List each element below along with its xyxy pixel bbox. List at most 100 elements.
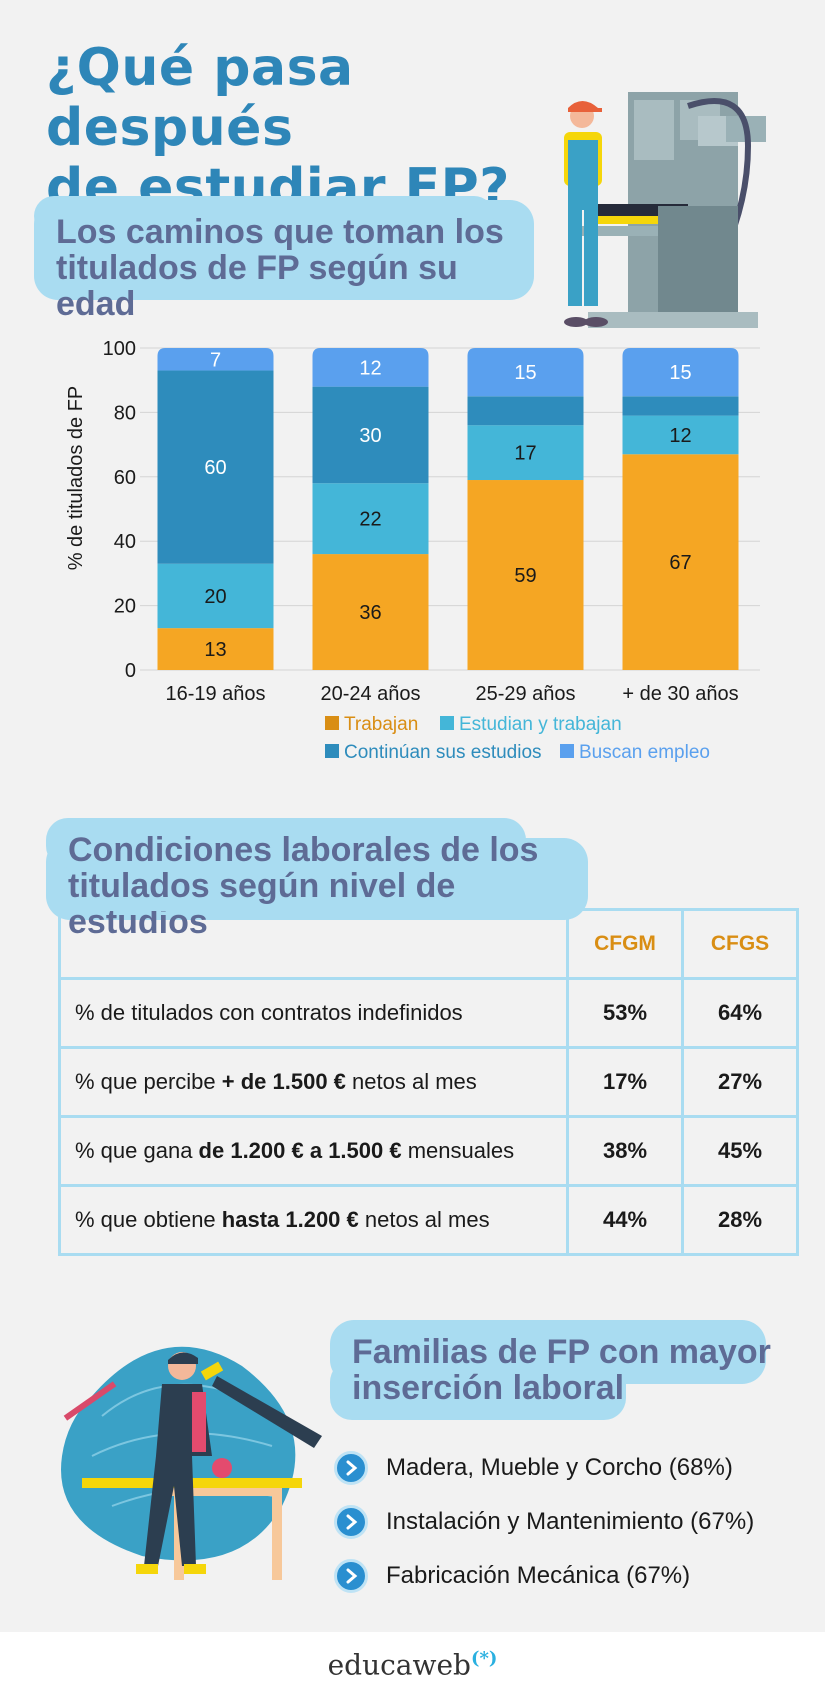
row-label: % que gana de 1.200 € a 1.500 € mensuale…	[58, 1115, 569, 1187]
row-label-suffix: netos al mes	[358, 1207, 490, 1232]
chevron-right-icon	[334, 1505, 368, 1539]
x-tick-label: 25-29 años	[475, 683, 575, 705]
brand-mark: (*)	[470, 1648, 498, 1669]
bar-labels: 13 20 60 7 36 22 30 12 59 17 15 67 12 15	[204, 349, 691, 661]
section1-title-line-1: Los caminos que toman los	[56, 213, 504, 251]
list-item-label: Madera, Mueble y Corcho (68%)	[386, 1454, 733, 1481]
bars	[157, 348, 739, 670]
col-header-cfgm: CFGM	[566, 908, 684, 980]
row-label-suffix: mensuales	[401, 1138, 515, 1163]
brand-logo[interactable]: educaweb(*)	[0, 1648, 825, 1681]
data-label: 60	[204, 457, 226, 479]
list-item: Instalación y Mantenimiento (67%)	[334, 1502, 754, 1542]
y-tick-label: 20	[114, 596, 136, 618]
list-item-label: Instalación y Mantenimiento (67%)	[386, 1508, 755, 1535]
data-label: 15	[514, 362, 536, 384]
legend-swatch	[560, 744, 574, 758]
bar-segment	[467, 348, 584, 397]
cfgs-value: 27%	[681, 1046, 799, 1118]
bar-segment	[157, 563, 274, 629]
cfgs-value: 28%	[681, 1184, 799, 1256]
bar-segment	[157, 370, 274, 564]
row-label-suffix: netos al mes	[345, 1069, 477, 1094]
bar-segment	[467, 396, 584, 426]
section3-title: Familias de FP con mayor inserción labor…	[352, 1334, 772, 1406]
legend: Trabajan Estudian y trabajan Continúan sus…	[325, 714, 710, 763]
data-label: 13	[204, 639, 226, 661]
bar-segment	[467, 425, 584, 481]
bar-segment	[157, 628, 274, 670]
list-item-label: Fabricación Mecánica (67%)	[386, 1562, 691, 1589]
legend-swatch	[325, 716, 339, 730]
data-label: 20	[204, 586, 226, 608]
data-label: 7	[210, 349, 221, 371]
list-item: Madera, Mueble y Corcho (68%)	[334, 1448, 733, 1488]
bar-segment	[622, 348, 739, 397]
y-tick-label: 40	[114, 531, 136, 553]
table-row: % que percibe + de 1.500 € netos al mes …	[58, 1046, 799, 1118]
cfgm-value: 38%	[566, 1115, 684, 1187]
cfgm-value: 53%	[566, 977, 684, 1049]
section3-title-line-1: Familias de FP con mayor	[352, 1333, 771, 1371]
row-label-text: % que percibe	[75, 1069, 222, 1094]
bar-segment	[312, 348, 429, 387]
y-tick-label: 60	[114, 467, 136, 489]
data-label: 12	[359, 357, 381, 379]
row-label-bold: + de 1.500 €	[221, 1069, 346, 1094]
bar-segment	[312, 386, 429, 484]
col-header-cfgs: CFGS	[681, 908, 799, 980]
data-label: 12	[669, 425, 691, 447]
y-axis-ticks: 0 20 40 60 80 100	[103, 338, 136, 682]
chevron-right-icon	[334, 1559, 368, 1593]
y-tick-label: 100	[103, 338, 136, 360]
chevron-right-icon	[334, 1451, 368, 1485]
bar-segment	[312, 554, 429, 670]
bar-segment	[622, 454, 739, 670]
row-label: % que percibe + de 1.500 € netos al mes	[58, 1046, 569, 1118]
section2-title-line-1: Condiciones laborales de los	[68, 831, 539, 869]
stacked-bar-chart: 0 20 40 60 80 100 13 20 60 7 36 22 30 12 59 17 15 67 12 15…	[65, 338, 760, 763]
bar-segment	[312, 483, 429, 555]
x-tick-label: 20-24 años	[320, 683, 420, 705]
row-label-text: % que gana	[75, 1138, 199, 1163]
list-item: Fabricación Mecánica (67%)	[334, 1556, 690, 1596]
row-label-text: % de titulados con contratos indefinidos	[75, 1000, 463, 1025]
legend-swatch	[440, 716, 454, 730]
data-label: 30	[359, 425, 381, 447]
y-tick-label: 80	[114, 402, 136, 424]
row-label: % que obtiene hasta 1.200 € netos al mes	[58, 1184, 569, 1256]
y-tick-label: 0	[125, 660, 136, 682]
legend-label: Continúan sus estudios	[344, 742, 542, 763]
brand-name: educaweb	[327, 1648, 471, 1682]
table-header-row: CFGM CFGS	[58, 908, 799, 980]
legend-label: Buscan empleo	[579, 742, 710, 763]
section1-title: Los caminos que toman los titulados de F…	[56, 214, 536, 322]
bar-segment	[622, 415, 739, 455]
section1-title-line-2: titulados de FP según su edad	[56, 249, 458, 323]
section3-title-line-2: inserción laboral	[352, 1369, 625, 1407]
table-row: % que obtiene hasta 1.200 € netos al mes…	[58, 1184, 799, 1256]
cfgm-value: 44%	[566, 1184, 684, 1256]
data-label: 36	[359, 602, 381, 624]
legend-label: Trabajan	[344, 714, 418, 735]
row-label-text: % que obtiene	[75, 1207, 222, 1232]
worker-machine-illustration	[564, 92, 766, 328]
y-axis-label: % de titulados de FP	[65, 386, 87, 571]
x-axis-ticks: 16-19 años 20-24 años 25-29 años + de 30 añ…	[165, 683, 738, 705]
data-label: 17	[514, 443, 536, 465]
cfgs-value: 45%	[681, 1115, 799, 1187]
title-line-1: ¿Qué pasa después	[46, 38, 354, 158]
conditions-table: CFGM CFGS % de titulados con contratos i…	[58, 908, 799, 1256]
legend-label: Estudian y trabajan	[459, 714, 622, 735]
cfgm-value: 17%	[566, 1046, 684, 1118]
table-row: % de titulados con contratos indefinidos…	[58, 977, 799, 1049]
data-label: 15	[669, 362, 691, 384]
page-title: ¿Qué pasa después de estudiar FP?	[46, 38, 606, 218]
data-label: 22	[359, 509, 381, 531]
bar-segment	[157, 348, 274, 371]
bar-segment	[622, 396, 739, 416]
table-row: % que gana de 1.200 € a 1.500 € mensuale…	[58, 1115, 799, 1187]
section1-bubble-tab	[34, 196, 494, 236]
footer	[0, 1632, 825, 1700]
section2-bubble-tab	[46, 818, 526, 868]
